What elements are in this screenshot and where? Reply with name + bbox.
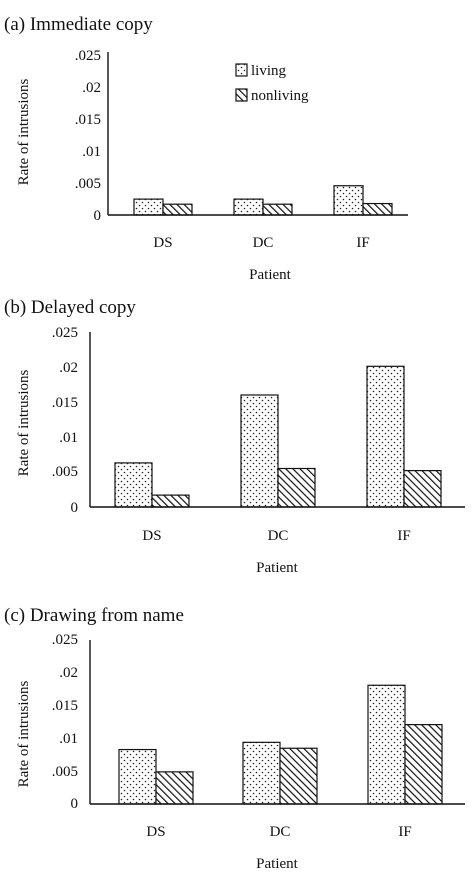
panel-c-category-label: DS (146, 824, 165, 840)
legend-swatch-living (235, 63, 248, 77)
panel-c-y-tick-label: .025 (52, 632, 78, 648)
legend-label-living: living (251, 63, 287, 79)
panel-b-category-label: DS (142, 528, 161, 544)
panel-a-bar-nonliving-ds (162, 203, 193, 216)
panel-c: (c) Drawing from name Rate of intrusions… (4, 605, 465, 872)
panel-c-y-tick-label: .02 (59, 665, 78, 681)
panel-b-x-axis-title: Patient (256, 560, 298, 576)
panel-b-bar-living-dc (240, 394, 279, 508)
panel-c-category-label: DC (270, 824, 291, 840)
panel-a-bars (133, 185, 393, 216)
panel-a-category-label: IF (356, 235, 369, 251)
panel-c-category-label: IF (398, 824, 411, 840)
panel-b-category-label: DC (268, 528, 289, 544)
panel-a-category-label: DC (253, 235, 274, 251)
panel-c-bar-living-dc (242, 741, 281, 805)
panel-c-y-tick-label: .01 (59, 731, 78, 747)
panel-a-y-tick-label: .02 (82, 80, 101, 96)
panel-b-bar-nonliving-dc (277, 467, 316, 508)
panel-b-category-label: IF (397, 528, 410, 544)
panel-b-y-tick-label: .02 (59, 360, 78, 376)
panel-c-title: (c) Drawing from name (4, 605, 184, 626)
panel-a-bar-living-dc (233, 198, 264, 216)
panel-a-bar-living-ds (133, 198, 164, 216)
panel-a-category-label: DS (153, 235, 172, 251)
legend: living nonliving (235, 63, 309, 104)
legend-swatch-nonliving (235, 88, 248, 102)
panel-a-y-ticks: 0 .005 .01 .015 .02 .025 (75, 48, 101, 224)
panel-c-bar-living-ds (118, 748, 157, 805)
panel-b-y-tick-label: .015 (52, 395, 78, 411)
panel-a-category-labels: DS DC IF (153, 235, 369, 251)
panel-a-y-tick-label: .01 (82, 144, 101, 160)
panel-a-y-tick-label: .025 (75, 48, 101, 64)
panel-c-category-labels: DS DC IF (146, 824, 411, 840)
panel-a-y-tick-label: .005 (75, 176, 101, 192)
panel-a-x-axis-title: Patient (249, 267, 291, 283)
panel-a-bar-nonliving-dc (262, 203, 293, 216)
panel-b-bar-nonliving-if (403, 470, 442, 508)
panel-a-bar-nonliving-if (362, 202, 393, 216)
panel-b-y-axis-title: Rate of intrusions (16, 370, 32, 477)
panel-b-category-labels: DS DC IF (142, 528, 410, 544)
panel-b-y-tick-label: .005 (52, 464, 78, 480)
panel-c-y-tick-label: 0 (71, 796, 79, 812)
panel-b-y-ticks: 0 .005 .01 .015 .02 .025 (52, 325, 78, 516)
panel-c-bar-nonliving-dc (279, 747, 318, 805)
panel-b-y-tick-label: .025 (52, 325, 78, 341)
panel-a-y-tick-label: 0 (94, 208, 102, 224)
panel-b: (b) Delayed copy Rate of intrusions 0 .0… (4, 297, 465, 576)
panel-c-bar-nonliving-if (404, 724, 443, 805)
panel-c-y-ticks: 0 .005 .01 .015 .02 .025 (52, 632, 78, 812)
panel-a-bar-living-if (333, 185, 364, 216)
legend-label-nonliving: nonliving (251, 88, 309, 104)
panel-c-y-tick-label: .005 (52, 764, 78, 780)
panel-b-bars (114, 365, 442, 508)
panel-b-y-tick-label: .01 (59, 430, 78, 446)
panel-c-y-axis-title: Rate of intrusions (16, 681, 32, 788)
panel-c-x-axis-title: Patient (256, 856, 298, 872)
panel-c-bars (118, 684, 443, 805)
panel-a-y-axis-title: Rate of intrusions (16, 79, 32, 186)
panel-c-bar-living-if (367, 684, 406, 805)
panel-b-y-tick-label: 0 (71, 500, 79, 516)
panel-a-y-tick-label: .015 (75, 112, 101, 128)
panel-a-title: (a) Immediate copy (4, 14, 153, 35)
panel-b-bar-living-if (366, 365, 405, 508)
panel-b-title: (b) Delayed copy (4, 297, 136, 318)
panel-b-bar-living-ds (114, 462, 153, 508)
panel-c-bar-nonliving-ds (155, 771, 194, 805)
panel-a: (a) Immediate copy Rate of intrusions 0 … (4, 14, 408, 283)
panel-b-bar-nonliving-ds (151, 494, 190, 508)
panel-c-y-tick-label: .015 (52, 698, 78, 714)
